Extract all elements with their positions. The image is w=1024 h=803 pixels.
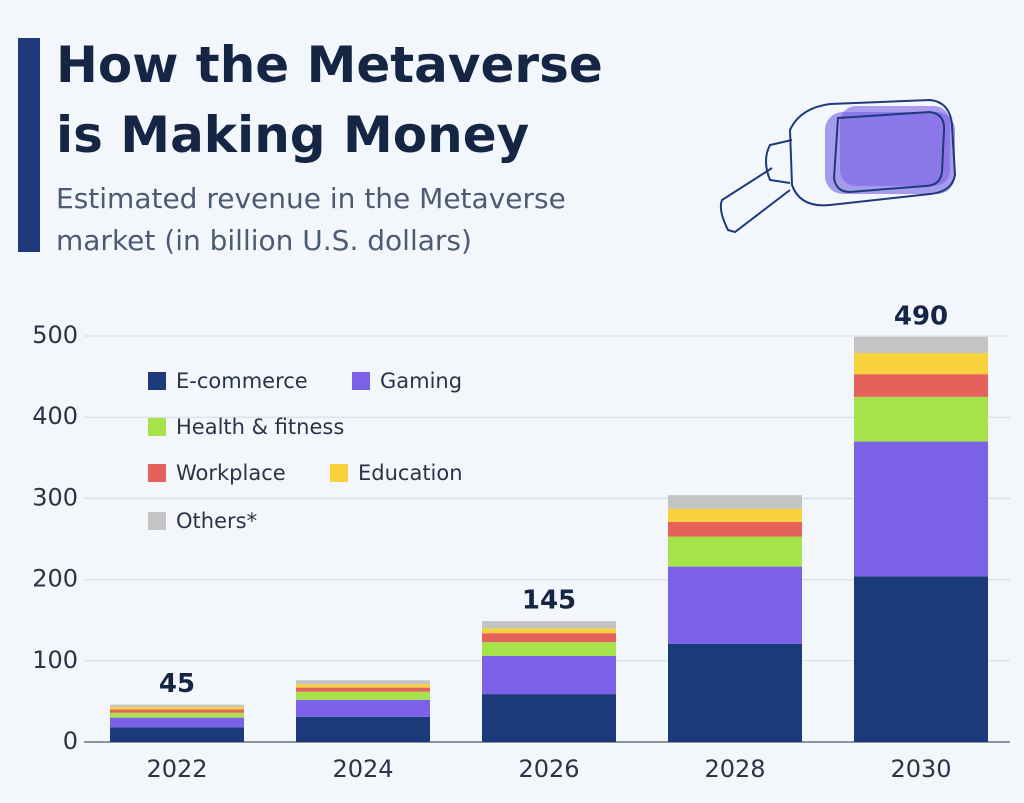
bar-segment [668,566,802,644]
bar-segment [110,712,244,718]
bar-segment [854,396,988,442]
legend-swatch [148,464,166,482]
legend-swatch [148,512,166,530]
total-label: 145 [522,586,576,616]
chart-title: is Making Money [56,106,529,164]
chart-subtitle: market (in billion U.S. dollars) [56,224,472,257]
x-tick-label: 2022 [146,755,207,783]
bar-segment [296,716,430,742]
bar-segment [482,694,616,742]
legend-swatch [330,464,348,482]
bar-segment [482,642,616,656]
chart-subtitle: Estimated revenue in the Metaverse [56,182,566,215]
bar-segment [296,691,430,700]
total-label: 45 [159,669,195,699]
legend-swatch [148,372,166,390]
bar-segment [110,717,244,728]
legend-label: Gaming [380,369,462,393]
bar-segment [296,699,430,717]
x-tick-label: 2026 [518,755,579,783]
legend-label: Workplace [176,461,286,485]
x-tick-label: 2024 [332,755,393,783]
bar-segment [854,441,988,577]
bar-segment [668,643,802,742]
bar-segment [668,508,802,522]
bar-segment [482,633,616,643]
y-tick-label: 100 [32,646,78,674]
y-tick-label: 400 [32,402,78,430]
accent-bar [18,38,40,252]
bar-segment [854,353,988,375]
bar-segment [296,680,430,685]
bar-segment [110,709,244,713]
legend-label: E-commerce [176,369,308,393]
y-tick-label: 300 [32,483,78,511]
bar-segment [110,707,244,710]
bar-segment [482,655,616,695]
legend-swatch [148,418,166,436]
legend-label: Education [358,461,463,485]
bar-segment [854,576,988,742]
x-tick-label: 2030 [890,755,951,783]
legend-label: Health & fitness [176,415,344,439]
y-tick-label: 0 [63,727,78,755]
bar-segment [668,495,802,509]
bar-segment [854,374,988,397]
total-label: 490 [894,301,948,331]
legend-swatch [352,372,370,390]
y-tick-label: 200 [32,565,78,593]
vr-headset-icon [719,98,957,234]
bar-segment [296,687,430,692]
bar-segment [296,684,430,688]
bar-segment [482,628,616,634]
bar-segment [110,704,244,708]
bar-segment [854,336,988,354]
chart-title: How the Metaverse [56,36,603,94]
x-tick-label: 2028 [704,755,765,783]
bar-segment [668,536,802,567]
bar-segment [668,521,802,537]
y-tick-label: 500 [32,321,78,349]
legend-label: Others* [176,509,257,533]
bar-segment [482,621,616,629]
bar-segment [110,727,244,742]
